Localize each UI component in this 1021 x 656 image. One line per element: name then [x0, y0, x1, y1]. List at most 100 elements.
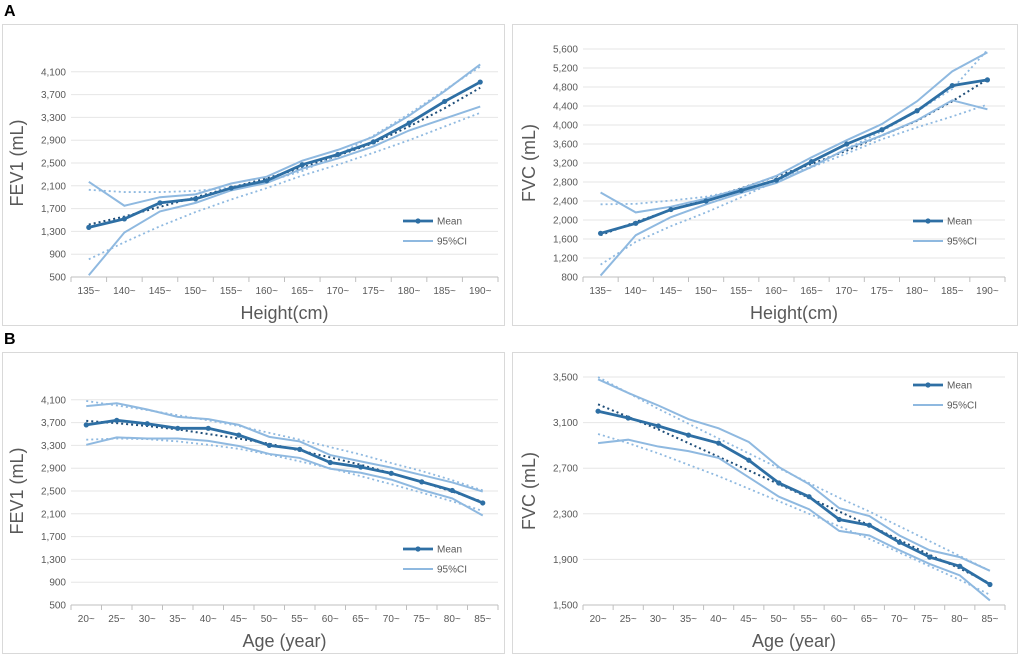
x-tick-label: 60~: [831, 614, 848, 625]
y-axis-title: FVC (mL): [519, 452, 539, 530]
y-tick-label: 4,100: [41, 67, 66, 78]
y-tick-label: 2,900: [41, 136, 66, 147]
x-tick-label: 155~: [730, 286, 753, 297]
x-tick-label: 55~: [291, 614, 308, 625]
x-tick-label: 85~: [474, 614, 491, 625]
legend-mean-label: Mean: [947, 381, 972, 392]
x-tick-label: 40~: [710, 614, 727, 625]
x-tick-label: 75~: [921, 614, 938, 625]
legend-ci-label: 95%CI: [437, 237, 467, 248]
legend-mean-marker: [415, 218, 421, 224]
mean-point: [266, 442, 272, 448]
x-tick-label: 190~: [469, 286, 492, 297]
ci-trendline: [597, 376, 991, 572]
y-tick-label: 2,900: [41, 464, 66, 475]
mean-point: [984, 77, 991, 83]
chart-svg-fvc-height: 800 1,200 1,600 2,000 2,400 2,800 3,200 3,600 4,…: [519, 45, 1006, 323]
mean-point: [703, 198, 709, 204]
ci-trendline: [600, 103, 988, 266]
y-tick-label: 500: [49, 273, 66, 284]
mean-point: [228, 185, 234, 191]
x-tick-label: 60~: [322, 614, 339, 625]
x-tick-label: 145~: [660, 286, 683, 297]
y-tick-label: 3,200: [553, 159, 578, 170]
y-tick-label: 4,800: [553, 83, 578, 94]
x-tick-label: 80~: [444, 614, 461, 625]
mean-point: [597, 230, 604, 236]
y-tick-label: 3,700: [41, 90, 66, 101]
y-tick-label: 1,200: [553, 254, 578, 265]
mean-point: [927, 554, 933, 560]
chart-svg-fvc-age: 1,500 1,900 2,300 2,700 3,100 3,500 20~ 25~ 30~ 3…: [519, 373, 1006, 651]
x-tick-label: 35~: [680, 614, 697, 625]
mean-point: [86, 224, 92, 231]
x-tick-label: 75~: [413, 614, 430, 625]
y-axis-title: FVC (mL): [519, 124, 539, 202]
x-tick-label: 70~: [383, 614, 400, 625]
mean-point: [866, 522, 872, 528]
mean-point: [480, 500, 486, 506]
x-tick-label: 65~: [352, 614, 369, 625]
x-tick-label: 160~: [255, 286, 278, 297]
mean-point: [264, 178, 270, 184]
y-tick-label: 3,700: [41, 418, 66, 429]
y-tick-label: 3,600: [553, 140, 578, 151]
y-tick-label: 4,400: [553, 102, 578, 113]
mean-point: [121, 216, 127, 222]
mean-point: [625, 415, 631, 421]
y-tick-label: 1,500: [553, 601, 578, 612]
mean-point: [419, 479, 425, 485]
y-tick-label: 5,600: [553, 45, 578, 56]
mean-trendline: [597, 403, 991, 585]
mean-point: [836, 516, 842, 523]
x-tick-label: 170~: [327, 286, 350, 297]
mean-point: [773, 177, 780, 183]
x-tick-label: 180~: [906, 286, 929, 297]
y-axis-title: FEV1 (mL): [7, 447, 27, 534]
y-tick-label: 500: [49, 601, 66, 612]
x-tick-label: 170~: [835, 286, 858, 297]
ci-series-line: [599, 99, 988, 277]
y-tick-label: 2,100: [41, 509, 66, 520]
chart-fvc-height: 800 1,200 1,600 2,000 2,400 2,800 3,200 3,600 4,…: [512, 24, 1018, 326]
mean-point: [896, 539, 903, 545]
x-tick-label: 190~: [976, 286, 999, 297]
mean-point: [477, 79, 483, 85]
x-axis-title: Height(cm): [750, 303, 838, 323]
x-tick-label: 30~: [650, 614, 667, 625]
x-tick-label: 85~: [981, 614, 998, 625]
x-tick-label: 175~: [362, 286, 385, 297]
y-tick-label: 2,000: [553, 216, 578, 227]
x-tick-label: 25~: [108, 614, 125, 625]
y-tick-label: 1,300: [41, 555, 66, 566]
y-tick-label: 1,700: [41, 532, 66, 543]
mean-point: [914, 108, 920, 114]
mean-point: [716, 440, 722, 446]
x-tick-label: 35~: [169, 614, 186, 625]
y-tick-label: 1,900: [553, 555, 578, 566]
mean-point: [144, 421, 150, 427]
x-tick-label: 135~: [589, 286, 612, 297]
y-tick-label: 3,500: [553, 373, 578, 384]
x-tick-label: 165~: [800, 286, 823, 297]
legend-ci-label: 95%CI: [437, 565, 467, 576]
x-tick-label: 150~: [184, 286, 207, 297]
x-tick-label: 145~: [149, 286, 172, 297]
mean-point: [406, 120, 412, 126]
x-tick-label: 50~: [261, 614, 278, 625]
mean-series-line: [600, 78, 988, 235]
y-tick-label: 900: [49, 250, 66, 261]
x-tick-label: 140~: [624, 286, 647, 297]
chart-fev1-height: 500 900 1,300 1,700 2,100 2,500 2,900 3,300 3,70…: [2, 24, 505, 326]
ci-series-line: [597, 438, 991, 602]
chart-svg-fev1-height: 500 900 1,300 1,700 2,100 2,500 2,900 3,300 3,70…: [7, 63, 499, 323]
mean-point: [236, 432, 242, 438]
x-axis-title: Age (year): [242, 631, 326, 651]
y-tick-label: 2,500: [41, 487, 66, 498]
legend-ci-label: 95%CI: [947, 237, 977, 248]
mean-point: [299, 162, 305, 168]
x-tick-label: 20~: [78, 614, 95, 625]
y-tick-label: 2,700: [553, 464, 578, 475]
legend-mean-marker: [925, 382, 931, 388]
mean-point: [806, 494, 812, 500]
